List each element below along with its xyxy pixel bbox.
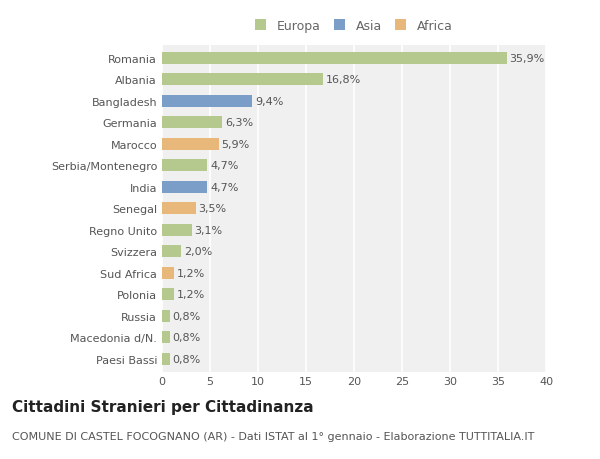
Text: Cittadini Stranieri per Cittadinanza: Cittadini Stranieri per Cittadinanza: [12, 399, 314, 414]
Text: 9,4%: 9,4%: [255, 97, 283, 106]
Text: 6,3%: 6,3%: [226, 118, 253, 128]
Bar: [162, 331, 170, 343]
Legend: Europa, Asia, Africa: Europa, Asia, Africa: [251, 16, 457, 37]
Bar: [162, 353, 170, 365]
Text: 2,0%: 2,0%: [184, 247, 212, 257]
Bar: [162, 310, 170, 322]
Text: 16,8%: 16,8%: [326, 75, 361, 85]
Bar: [162, 289, 173, 301]
Bar: [162, 96, 252, 107]
Bar: [162, 53, 506, 65]
Bar: [162, 246, 181, 257]
Bar: [162, 267, 173, 279]
Bar: [162, 117, 223, 129]
Text: 0,8%: 0,8%: [173, 311, 201, 321]
Text: 4,7%: 4,7%: [210, 161, 238, 171]
Text: 4,7%: 4,7%: [210, 182, 238, 192]
Bar: [162, 203, 196, 215]
Text: 0,8%: 0,8%: [173, 354, 201, 364]
Bar: [162, 139, 218, 151]
Bar: [162, 74, 323, 86]
Text: COMUNE DI CASTEL FOCOGNANO (AR) - Dati ISTAT al 1° gennaio - Elaborazione TUTTIT: COMUNE DI CASTEL FOCOGNANO (AR) - Dati I…: [12, 431, 535, 442]
Bar: [162, 160, 207, 172]
Bar: [162, 181, 207, 193]
Bar: [162, 224, 192, 236]
Text: 3,5%: 3,5%: [199, 204, 227, 214]
Text: 0,8%: 0,8%: [173, 332, 201, 342]
Text: 1,2%: 1,2%: [176, 268, 205, 278]
Text: 3,1%: 3,1%: [194, 225, 223, 235]
Text: 35,9%: 35,9%: [509, 54, 545, 64]
Text: 5,9%: 5,9%: [221, 140, 250, 150]
Text: 1,2%: 1,2%: [176, 290, 205, 300]
